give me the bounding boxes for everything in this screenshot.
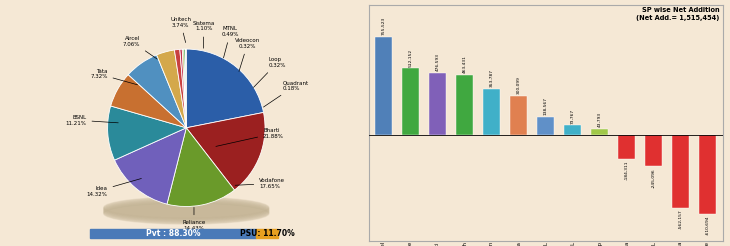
Bar (591, 129, 608, 135)
Bar (402, 68, 419, 135)
Text: -245,096: -245,096 (652, 168, 656, 188)
Text: 512,152: 512,152 (409, 48, 412, 67)
Bar (429, 73, 446, 135)
Text: Bharti
21.88%: Bharti 21.88% (216, 128, 284, 146)
Bar (256, 229, 278, 238)
Bar (699, 135, 716, 214)
Text: Loop
0.32%: Loop 0.32% (253, 57, 286, 87)
Text: Reliance
14.43%: Reliance 14.43% (182, 207, 206, 231)
Ellipse shape (104, 203, 269, 224)
Text: 463,431: 463,431 (463, 55, 466, 73)
Text: 353,787: 353,787 (490, 69, 493, 87)
Wedge shape (128, 55, 186, 128)
Wedge shape (186, 49, 264, 128)
Text: Unitech
3.74%: Unitech 3.74% (170, 17, 191, 43)
Text: Sistema
1.10%: Sistema 1.10% (193, 21, 215, 48)
Ellipse shape (104, 200, 269, 222)
Wedge shape (115, 128, 186, 204)
Bar (456, 75, 473, 135)
Bar (618, 135, 635, 159)
Text: SP wise Net Addition
(Net Add.= 1,515,454): SP wise Net Addition (Net Add.= 1,515,45… (636, 7, 719, 21)
Text: Quadrant
0.18%: Quadrant 0.18% (264, 80, 308, 107)
Bar (564, 125, 581, 135)
Text: Tata
7.32%: Tata 7.32% (91, 69, 137, 85)
Text: Idea
14.32%: Idea 14.32% (87, 179, 142, 197)
Text: Aircel
7.06%: Aircel 7.06% (123, 36, 157, 59)
Text: 755,523: 755,523 (381, 17, 385, 35)
Bar (537, 117, 554, 135)
Wedge shape (174, 49, 186, 128)
Ellipse shape (104, 200, 269, 220)
Text: -610,694: -610,694 (706, 215, 710, 235)
Wedge shape (184, 49, 186, 128)
Wedge shape (186, 112, 265, 190)
Text: -562,157: -562,157 (679, 209, 683, 229)
Bar (645, 135, 662, 167)
Text: 300,099: 300,099 (517, 76, 520, 94)
Bar (91, 229, 256, 238)
Bar (375, 37, 392, 135)
Text: BSNL
11.21%: BSNL 11.21% (66, 115, 118, 125)
Bar (510, 96, 527, 135)
Wedge shape (167, 128, 234, 207)
Text: 73,767: 73,767 (571, 108, 575, 123)
Text: MTNL
0.49%: MTNL 0.49% (222, 26, 239, 58)
Text: 138,567: 138,567 (544, 97, 548, 115)
Text: 476,593: 476,593 (436, 53, 439, 71)
Ellipse shape (104, 198, 269, 219)
Wedge shape (185, 49, 186, 128)
Bar (483, 89, 500, 135)
Wedge shape (180, 49, 186, 128)
Text: Vodafone
17.65%: Vodafone 17.65% (235, 178, 285, 189)
Wedge shape (182, 49, 186, 128)
Text: 43,793: 43,793 (598, 112, 602, 127)
Ellipse shape (104, 197, 269, 218)
Wedge shape (157, 50, 186, 128)
Text: Pvt : 88.30%: Pvt : 88.30% (146, 229, 201, 238)
Text: PSU: 11.70%: PSU: 11.70% (240, 229, 295, 238)
Bar (672, 135, 689, 208)
Ellipse shape (104, 202, 269, 223)
Wedge shape (107, 106, 186, 160)
Text: -184,311: -184,311 (625, 160, 629, 180)
Wedge shape (111, 75, 186, 128)
Text: Videocon
0.32%: Videocon 0.32% (235, 38, 261, 71)
